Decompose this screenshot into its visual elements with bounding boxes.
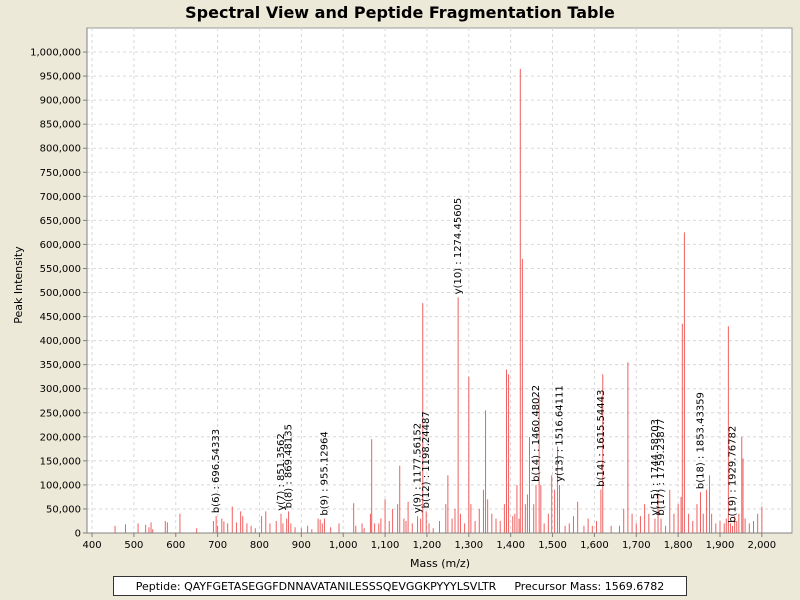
fragment-annotation-label: b(12) : 1198.24487	[421, 411, 432, 508]
axes: 0 50,000 100,000 150,000 200,000 250,000 300,0…	[30, 28, 792, 551]
x-tick-label: 500	[124, 540, 143, 551]
y-tick-label: 100,000	[40, 480, 81, 491]
y-tick-label: 300,000	[40, 384, 81, 395]
y-tick-label: 950,000	[40, 72, 81, 83]
precursor-label: Precursor Mass:	[514, 579, 602, 593]
y-tick-label: 0	[75, 529, 81, 540]
x-tick-label: 1,700	[622, 540, 651, 551]
y-tick-label: 250,000	[40, 408, 81, 419]
x-tick-label: 1,800	[664, 540, 693, 551]
precursor-mass: 1569.6782	[604, 579, 665, 593]
peak-series	[114, 68, 763, 533]
y-tick-label: 400,000	[40, 336, 81, 347]
fragment-annotation-label: y(10) : 1274.45605	[453, 198, 464, 295]
fragment-annotation-label: b(17) : 1759.23877	[656, 419, 667, 516]
x-tick-label: 1,300	[454, 540, 483, 551]
fragment-annotation-label: y(13) : 1516.64111	[555, 385, 566, 482]
y-tick-label: 150,000	[40, 456, 81, 467]
fragment-annotation-label: y(15) : 1744.58203	[650, 419, 661, 516]
y-tick-label: 750,000	[40, 168, 81, 179]
x-tick-label: 1,200	[413, 540, 442, 551]
peptide-info-box: Peptide: QAYFGETASEGGFDNNAVATANILESSSQEV…	[113, 576, 687, 596]
x-tick-label: 1,000	[329, 540, 358, 551]
fragment-annotation-label: y(9) : 1177.56152	[413, 423, 424, 513]
chart-title: Spectral View and Peptide Fragmentation …	[185, 3, 615, 22]
fragment-annotation-label: b(9) : 955.12964	[319, 431, 330, 515]
y-tick-label: 600,000	[40, 240, 81, 251]
y-tick-label: 350,000	[40, 360, 81, 371]
y-axis-label: Peak Intensity	[12, 246, 25, 324]
fragment-annotation-label: b(8) : 869.48135	[284, 424, 295, 508]
y-tick-label: 200,000	[40, 432, 81, 443]
fragment-annotation-label: b(19) : 1929.76782	[727, 426, 738, 523]
precursor-group: Precursor Mass: 1569.6782	[514, 580, 664, 593]
x-tick-label: 1,100	[371, 540, 400, 551]
y-tick-label: 700,000	[40, 192, 81, 203]
x-tick-label: 800	[250, 540, 269, 551]
x-tick-label: 1,600	[580, 540, 609, 551]
x-tick-label: 700	[208, 540, 227, 551]
x-axis-label: Mass (m/z)	[410, 557, 470, 570]
y-tick-label: 900,000	[40, 96, 81, 107]
grid-lines	[87, 28, 792, 533]
fragment-annotation-label: b(6) : 696.54333	[211, 429, 222, 513]
y-tick-label: 50,000	[46, 504, 81, 515]
x-tick-label: 2,000	[748, 540, 777, 551]
x-tick-label: 1,400	[496, 540, 525, 551]
x-tick-label: 900	[292, 540, 311, 551]
y-tick-label: 500,000	[40, 288, 81, 299]
y-tick-label: 550,000	[40, 264, 81, 275]
plot-area	[86, 27, 793, 534]
y-tick-label: 450,000	[40, 312, 81, 323]
x-tick-label: 1,900	[706, 540, 735, 551]
x-tick-label: 600	[166, 540, 185, 551]
y-tick-label: 800,000	[40, 144, 81, 155]
peptide-sequence: QAYFGETASEGGFDNNAVATANILESSSQEVGGKPYYYLS…	[184, 579, 497, 593]
peptide-label: Peptide:	[135, 579, 181, 593]
fragment-annotation-label: b(18) : 1853.43359	[695, 392, 706, 489]
y-tick-label: 850,000	[40, 120, 81, 131]
y-tick-label: 650,000	[40, 216, 81, 227]
fragment-annotation-label: y(7) : 851.3562	[276, 433, 287, 511]
fragment-annotation-label: b(14) : 1460.48022	[531, 385, 542, 482]
x-tick-label: 1,500	[538, 540, 567, 551]
peptide-group: Peptide: QAYFGETASEGGFDNNAVATANILESSSQEV…	[136, 580, 497, 593]
y-tick-label: 1,000,000	[30, 48, 81, 59]
fragment-annotation-label: b(14) : 1615.54443	[596, 390, 607, 487]
x-tick-label: 400	[82, 540, 101, 551]
